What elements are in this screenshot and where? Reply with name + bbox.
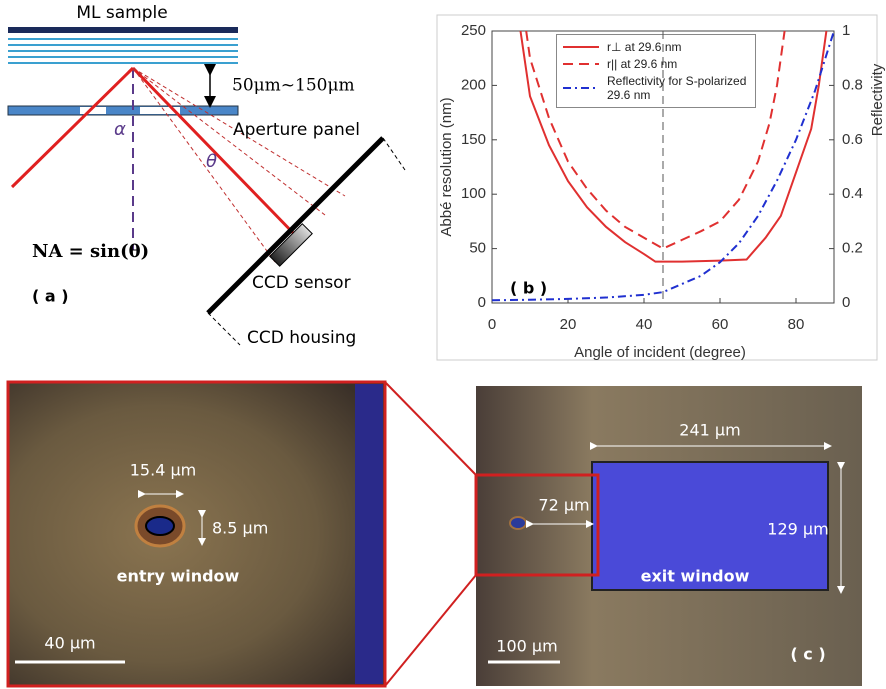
y-tick-label: 100: [461, 185, 486, 202]
cone-lines: [133, 68, 345, 262]
x-tick-label: 60: [712, 316, 729, 333]
legend-entry: r⊥ at 29.6 nm: [561, 40, 751, 54]
page: {"panel_a":{"sample":"ML sample","gap":"…: [0, 0, 886, 689]
y-tick-label: 200: [461, 76, 486, 93]
legend-box: r⊥ at 29.6 nm r|| at 29.6 nm Reflectivity …: [556, 34, 756, 146]
y-tick-label: 250: [461, 22, 486, 39]
offset-label: 72 μm: [538, 496, 589, 515]
figure: ML sample α θ 50μm~150μm Aperture panel …: [0, 0, 886, 689]
x-tick-label: 20: [560, 316, 577, 333]
y2-tick-label: 0.8: [842, 76, 863, 93]
scale-label: 100 μm: [496, 637, 557, 656]
panel-label: ( a ): [32, 287, 69, 306]
y2-tick-label: 0.2: [842, 240, 863, 257]
exit-edge: [355, 384, 383, 684]
legend-entry: Reflectivity for S-polarized 29.6 nm: [561, 74, 751, 102]
legend-entry: r|| at 29.6 nm: [561, 57, 751, 71]
entry-hole-small: [510, 517, 526, 529]
x-tick-label: 0: [488, 316, 496, 333]
legend-text: Reflectivity for S-polarized 29.6 nm: [607, 74, 747, 102]
legend-swatch: [561, 83, 601, 93]
sample-label: ML sample: [76, 3, 167, 23]
y2-tick-label: 0: [842, 294, 850, 311]
y-tick-label: 0: [478, 294, 486, 311]
zoom-line: [385, 382, 476, 475]
entry-hole: [146, 517, 174, 535]
housing-dash: [208, 313, 240, 345]
zoom-line: [385, 575, 476, 686]
y-tick-label: 150: [461, 131, 486, 148]
ml-top: [8, 27, 238, 33]
x-tick-label: 40: [636, 316, 653, 333]
legend-swatch: [561, 59, 601, 69]
x-tick-label: 80: [788, 316, 805, 333]
legend-text: r⊥ at 29.6 nm: [607, 40, 681, 54]
alpha: α: [114, 119, 126, 140]
y-tick-label: 50: [469, 240, 486, 257]
housing-dash: [383, 138, 405, 170]
y2-tick-label: 1: [842, 22, 850, 39]
y-axis-label: Abbé resolution (nm): [438, 97, 455, 236]
aperture-label: Aperture panel: [233, 120, 360, 140]
x-axis-label: Angle of incident (degree): [574, 344, 746, 361]
legend-text: r|| at 29.6 nm: [607, 57, 677, 71]
exit-height: 129 μm: [767, 520, 828, 539]
exit-label: exit window: [641, 567, 750, 586]
hole-width: 15.4 μm: [130, 461, 196, 480]
panel-a: ML sample α θ 50μm~150μm Aperture panel …: [8, 3, 405, 348]
legend: r⊥ at 29.6 nm r|| at 29.6 nm Reflectivity …: [556, 34, 756, 108]
panel-c: 15.4 μm 8.5 μm entry window 40 μm 241 μm…: [8, 382, 862, 686]
theta: θ: [206, 151, 217, 172]
scale-label: 40 μm: [44, 634, 95, 653]
panel-label: ( b ): [510, 279, 547, 298]
y2-tick-label: 0.6: [842, 131, 863, 148]
entry-label: entry window: [117, 567, 240, 586]
exit-width: 241 μm: [679, 421, 740, 440]
y2-tick-label: 0.4: [842, 185, 863, 202]
y2-axis-label: Reflectivity: [869, 63, 886, 136]
panel-label: ( c ): [790, 645, 825, 664]
hole-height: 8.5 μm: [212, 519, 268, 538]
gap-label: 50μm~150μm: [232, 76, 355, 96]
na-formula: NA = sin(θ): [32, 241, 149, 262]
ml-layers: [8, 39, 238, 63]
aperture-panel: [8, 106, 238, 115]
legend-swatch: [561, 42, 601, 52]
housing-label: CCD housing: [247, 328, 356, 348]
sensor-label: CCD sensor: [252, 273, 351, 293]
